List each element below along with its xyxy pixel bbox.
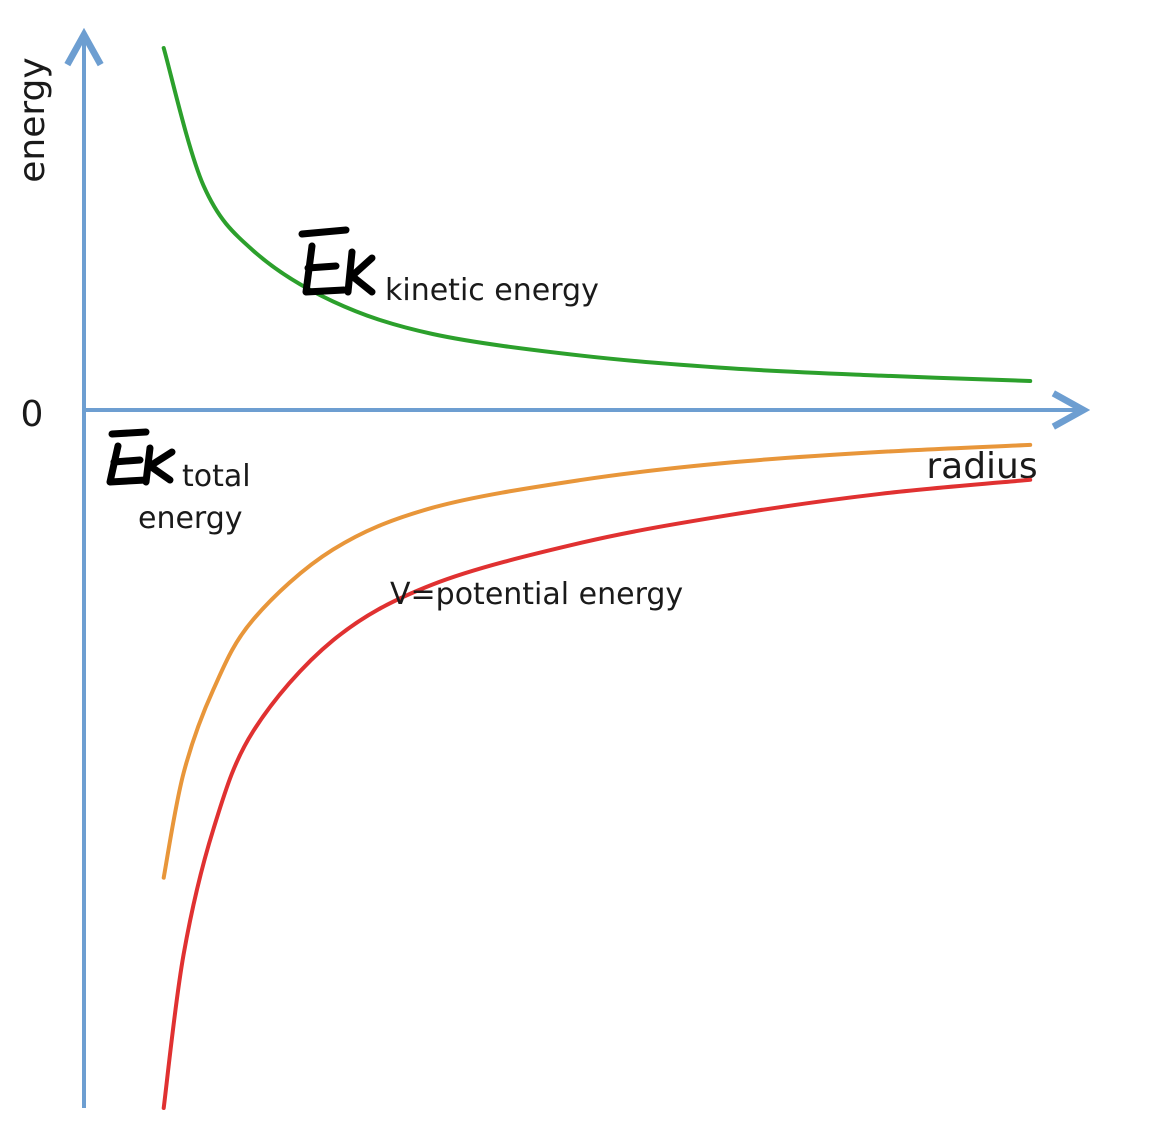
kinetic-energy-line bbox=[161, 46, 1033, 383]
kinetic-energy-label: kinetic energy bbox=[385, 273, 599, 308]
potential-energy-label: V=potential energy bbox=[390, 577, 683, 612]
total-energy-label-line1: total bbox=[182, 459, 251, 494]
total-energy-label-line2: energy bbox=[138, 501, 243, 536]
y-axis-label: energy bbox=[12, 57, 53, 182]
handwritten-ek-mark-kinetic bbox=[298, 226, 376, 296]
potential-energy-line bbox=[161, 477, 1033, 1110]
total-energy-line bbox=[161, 442, 1033, 880]
handwritten-ek-mark-total bbox=[106, 428, 176, 486]
y-zero-tick-label: 0 bbox=[21, 394, 44, 435]
